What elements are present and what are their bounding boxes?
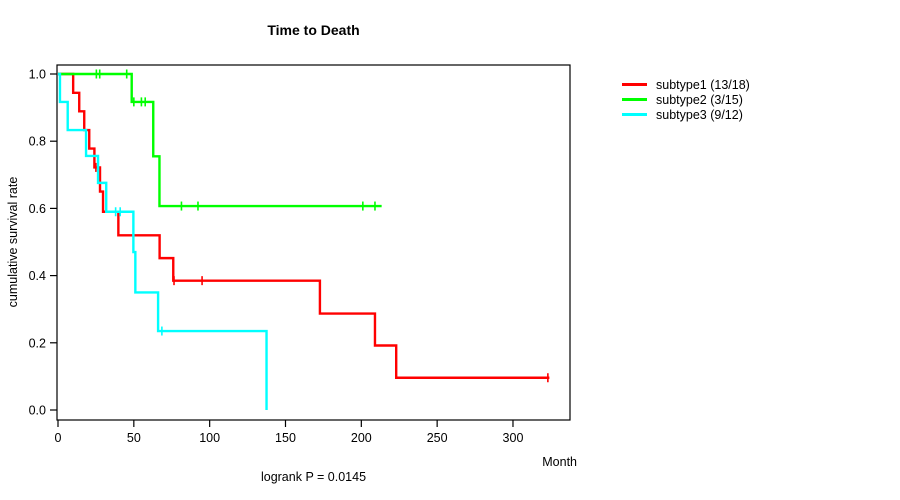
x-axis-label: Month <box>542 455 577 469</box>
legend-label-subtype3: subtype3 (9/12) <box>656 107 743 122</box>
legend-item-subtype3: subtype3 (9/12) <box>622 107 750 122</box>
legend-label-subtype1: subtype1 (13/18) <box>656 77 750 92</box>
legend-line-subtype2 <box>622 98 647 101</box>
y-tick-label: 0.2 <box>29 336 46 350</box>
x-tick-label: 250 <box>427 431 448 445</box>
km-curve-subtype1 <box>58 72 550 379</box>
legend-item-subtype2: subtype2 (3/15) <box>622 92 750 107</box>
y-tick-label: 0.4 <box>29 269 46 283</box>
km-curve-subtype2 <box>58 72 382 208</box>
x-tick-label: 0 <box>55 431 62 445</box>
y-axis-label: cumulative survival rate <box>6 176 20 308</box>
y-tick-label: 0.8 <box>29 135 46 149</box>
legend-item-subtype1: subtype1 (13/18) <box>622 77 750 92</box>
legend-label-subtype2: subtype2 (3/15) <box>656 92 743 107</box>
y-tick-label: 0.6 <box>29 202 46 216</box>
legend-line-subtype1 <box>622 83 647 86</box>
y-tick-label: 0.0 <box>29 404 46 418</box>
x-tick-label: 50 <box>127 431 141 445</box>
x-tick-label: 200 <box>351 431 372 445</box>
x-tick-label: 100 <box>199 431 220 445</box>
x-tick-label: 150 <box>275 431 296 445</box>
x-tick-label: 300 <box>503 431 524 445</box>
km-curve-subtype3 <box>58 72 268 410</box>
legend-line-subtype3 <box>622 113 647 116</box>
plot-box <box>56 64 571 421</box>
y-tick-label: 1.0 <box>29 68 46 82</box>
logrank-p-value: logrank P = 0.0145 <box>260 470 367 484</box>
chart-title: Time to Death <box>267 22 360 38</box>
legend: subtype1 (13/18) subtype2 (3/15) subtype… <box>622 77 750 122</box>
